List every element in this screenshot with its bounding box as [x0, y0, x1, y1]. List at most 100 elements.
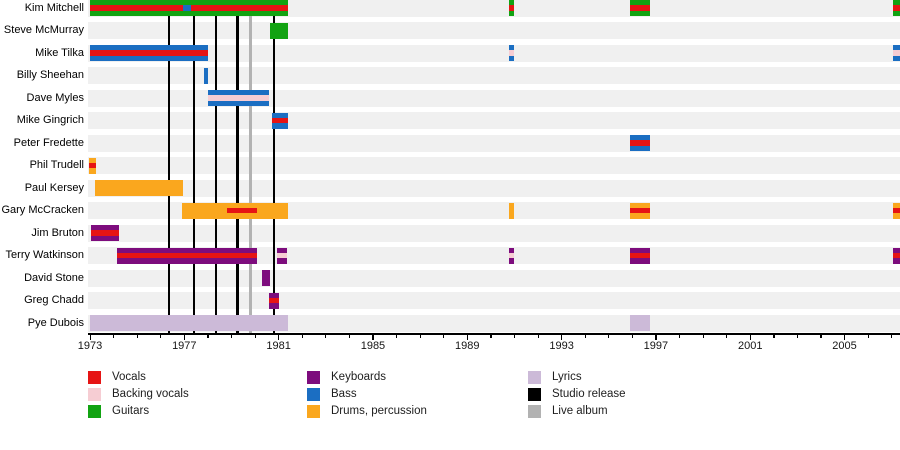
member-bar-stripe: [226, 207, 258, 214]
member-label: Paul Kersey: [24, 181, 84, 194]
x-axis-major-tick: [466, 334, 468, 340]
member-bar: [90, 45, 208, 61]
legend-swatch-studio_release: [528, 388, 541, 401]
row-band: [88, 247, 900, 264]
member-bar: [892, 0, 900, 16]
x-axis-minor-tick: [490, 334, 492, 338]
member-label: Greg Chadd: [24, 294, 84, 306]
x-axis-minor-tick: [325, 334, 327, 338]
member-bar-stripe: [508, 252, 515, 259]
x-axis-minor-tick: [160, 334, 162, 338]
x-axis-line: [88, 333, 900, 335]
member-bar-stripe: [271, 117, 289, 124]
member-label: Jim Bruton: [31, 226, 84, 239]
member-bar-stripe: [629, 5, 650, 11]
row-band: [88, 314, 900, 332]
x-axis-minor-tick: [537, 334, 539, 338]
x-axis-major-tick: [561, 334, 563, 340]
member-bar: [269, 292, 279, 309]
x-axis-minor-tick: [608, 334, 610, 338]
member-label: Peter Fredette: [13, 136, 84, 149]
legend-swatch-bass: [307, 388, 320, 401]
member-bar-stripe: [91, 230, 120, 236]
x-axis-minor-tick: [113, 334, 115, 338]
member-bar-stripe: [629, 207, 650, 214]
member-bar: [629, 315, 650, 331]
x-axis-minor-tick: [136, 334, 138, 338]
member-label: Phil Trudell: [29, 159, 84, 171]
legend-label: Backing vocals: [112, 388, 189, 400]
legend-label: Guitars: [112, 405, 150, 417]
member-bar: [88, 157, 96, 174]
legend-swatch-live_album: [528, 405, 541, 418]
legend-swatch-keyboards: [307, 371, 320, 384]
member-label: Billy Sheehan: [16, 69, 84, 81]
legend-label: Keyboards: [331, 371, 386, 383]
x-axis-minor-tick: [773, 334, 775, 338]
legend-label: Bass: [331, 388, 357, 400]
member-bar: [892, 202, 900, 219]
member-bar: [892, 247, 900, 264]
member-bar: [277, 247, 287, 264]
member-bar: [892, 45, 900, 61]
member-bar-stripe: [892, 252, 900, 259]
x-axis-minor-tick: [584, 334, 586, 338]
row-band: [88, 269, 900, 287]
member-label: Mike Tilka: [35, 46, 84, 59]
row-band: [88, 157, 900, 174]
row-band: [88, 202, 900, 219]
x-axis-major-tick: [372, 334, 374, 340]
row-band: [88, 0, 900, 17]
x-axis-minor-tick: [348, 334, 351, 338]
legend-swatch-vocals: [88, 371, 101, 384]
x-axis-tick-label: 2001: [737, 340, 763, 352]
row-band: [88, 179, 900, 197]
legend-swatch-lyrics: [528, 371, 541, 384]
x-axis-major-tick: [278, 334, 280, 340]
member-bar: [262, 270, 271, 286]
member-label: Gary McCracken: [1, 204, 84, 216]
legend-label: Live album: [552, 405, 608, 417]
member-bar-stripe: [892, 50, 900, 56]
member-bar: [207, 90, 270, 106]
member-bar: [270, 22, 289, 39]
member-bar-stripe: [117, 252, 258, 259]
member-label: Kim Mitchell: [24, 1, 84, 14]
x-axis-minor-tick: [702, 334, 704, 338]
member-bar: [629, 202, 650, 219]
x-axis-tick-label: 1997: [643, 340, 669, 352]
member-label: David Stone: [24, 271, 84, 284]
member-bar-stripe: [90, 50, 208, 56]
member-bar-stripe: [269, 297, 279, 304]
x-axis-minor-tick: [631, 334, 634, 338]
member-bar: [183, 5, 192, 11]
member-bar-stripe: [277, 252, 287, 259]
member-label: Terry Watkinson: [5, 249, 84, 261]
x-axis-major-tick: [749, 334, 751, 340]
member-bar: [629, 0, 650, 16]
member-bar-stripe: [892, 5, 900, 11]
x-axis-tick-label: 1977: [172, 340, 197, 352]
x-axis-minor-tick: [867, 334, 869, 338]
x-axis-tick-label: 1989: [455, 340, 480, 352]
member-bar-stripe: [207, 95, 270, 101]
legend-swatch-guitars: [88, 405, 101, 418]
studio-release-line: [167, 0, 171, 333]
timeline-plot-area: Kim Mitchell Steve McMurray Mike Tilka Bill…: [1, 0, 900, 352]
legend-label: Lyrics: [552, 371, 582, 383]
x-axis-minor-tick: [891, 334, 893, 338]
x-axis-minor-tick: [820, 334, 822, 338]
x-axis-tick-label: 1985: [360, 340, 386, 352]
member-label: Dave Myles: [26, 91, 84, 104]
x-axis-minor-tick: [419, 334, 421, 338]
x-axis-major-tick: [183, 334, 185, 340]
row-band: [88, 22, 900, 39]
row-band: [88, 134, 900, 152]
studio-release-line: [272, 0, 276, 333]
row-band: [88, 292, 900, 309]
member-bar: [204, 67, 208, 84]
x-axis-minor-tick: [679, 334, 681, 338]
x-axis-tick-label: 1981: [266, 340, 291, 352]
x-axis-minor-tick: [301, 334, 303, 338]
x-axis-minor-tick: [230, 334, 233, 338]
